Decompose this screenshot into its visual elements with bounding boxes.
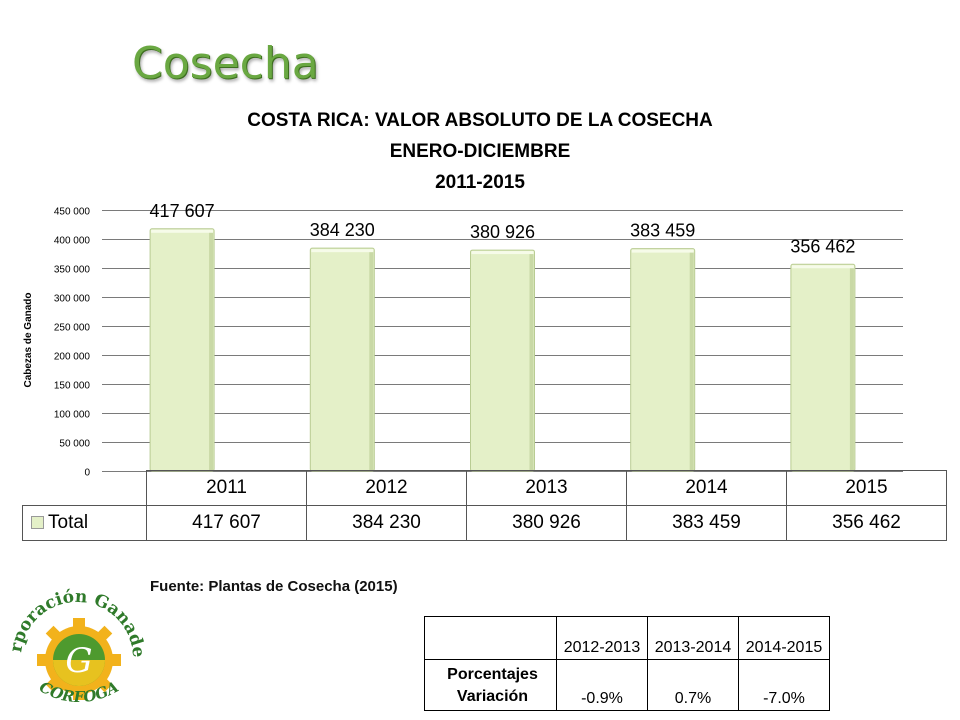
- variation-value: -0.9%: [556, 659, 648, 711]
- chart-title-line-1: COSTA RICA: VALOR ABSOLUTO DE LA COSECHA: [247, 110, 713, 131]
- y-axis-title: Cabezas de Ganado: [23, 292, 34, 387]
- variation-values-row: Porcentajes Variación -0.9% 0.7% -7.0%: [424, 659, 830, 711]
- bar-highlight: [151, 229, 214, 233]
- data-table-corner: [23, 471, 147, 506]
- data-labels: 417 607 384 230 380 926 383 459 356 462: [150, 201, 856, 256]
- y-tick-label: 0: [84, 468, 90, 479]
- data-table-total-row: Total 417 607 384 230 380 926 383 459 35…: [22, 505, 947, 541]
- data-table-year: 2012: [306, 470, 467, 506]
- y-tick-label: 100 000: [54, 410, 91, 421]
- variation-period: 2012-2013: [556, 616, 648, 660]
- data-table-year: 2011: [146, 470, 307, 506]
- variation-corner: [424, 616, 557, 660]
- data-label: 383 459: [630, 221, 695, 241]
- y-tick-label: 350 000: [54, 265, 91, 276]
- y-tick-label: 300 000: [54, 294, 91, 305]
- bar-2011: [149, 228, 215, 472]
- bar-highlight: [311, 249, 374, 253]
- data-table-year: 2013: [466, 470, 627, 506]
- chart-title-line-3: 2011-2015: [435, 172, 525, 193]
- bar-2014: [630, 248, 696, 472]
- chart-title-line-2: ENERO-DICIEMBRE: [389, 141, 571, 162]
- y-tick-label: 400 000: [54, 236, 91, 247]
- variation-row-label-line: Porcentajes: [447, 666, 538, 683]
- bar-shade: [849, 267, 854, 471]
- variation-row-label: Porcentajes Variación: [424, 659, 557, 711]
- data-table-series-label: Total: [22, 505, 147, 541]
- data-table-year: 2014: [626, 470, 787, 506]
- data-label: 384 230: [310, 220, 375, 240]
- svg-text:G: G: [65, 641, 92, 681]
- variation-row-label-line: Variación: [456, 688, 529, 705]
- y-tick-label: 150 000: [54, 381, 91, 392]
- bar-2013: [470, 249, 535, 472]
- variation-period: 2014-2015: [738, 616, 830, 660]
- variation-value: 0.7%: [647, 659, 739, 711]
- chart-data-table: 2011 2012 2013 2014 2015 Total 417 607 3…: [22, 470, 947, 541]
- y-axis-ticks: 0 50 000 100 000 150 000 200 000 250 000 300 0…: [54, 207, 91, 479]
- bar-shade: [689, 251, 694, 471]
- data-table-year: 2015: [786, 470, 947, 506]
- slide-title: Cosecha: [132, 38, 319, 89]
- data-table-value: 356 462: [786, 505, 947, 541]
- bar-2012: [309, 247, 375, 472]
- bar-shade: [369, 251, 374, 471]
- series-name: Total: [48, 512, 89, 533]
- data-label: 417 607: [150, 201, 215, 221]
- bar-shade: [209, 231, 214, 471]
- data-label: 380 926: [470, 222, 535, 242]
- y-tick-label: 450 000: [54, 207, 91, 218]
- variation-value: -7.0%: [738, 659, 830, 711]
- data-table-value: 384 230: [306, 505, 467, 541]
- variation-header-row: 2012-2013 2013-2014 2014-2015: [424, 616, 830, 660]
- y-tick-label: 200 000: [54, 352, 91, 363]
- data-label: 356 462: [790, 236, 855, 256]
- corfoga-logo: G Corporación Ganadera CORFOGA: [4, 578, 148, 706]
- bar-highlight: [631, 249, 694, 253]
- y-tick-label: 50 000: [59, 439, 90, 450]
- data-table-value: 380 926: [466, 505, 627, 541]
- data-table-value: 383 459: [626, 505, 787, 541]
- bar-highlight: [471, 251, 534, 255]
- bar-highlight: [791, 265, 854, 269]
- data-table-value: 417 607: [146, 505, 307, 541]
- source-note: Fuente: Plantas de Cosecha (2015): [150, 578, 398, 595]
- variation-table: 2012-2013 2013-2014 2014-2015 Porcentaje…: [424, 616, 830, 711]
- legend-key: [31, 516, 44, 530]
- y-tick-label: 250 000: [54, 323, 91, 334]
- bar-shade: [529, 253, 534, 471]
- bars: [149, 228, 856, 472]
- data-table-year-row: 2011 2012 2013 2014 2015: [23, 470, 947, 506]
- bar-2015: [790, 263, 856, 472]
- variation-period: 2013-2014: [647, 616, 739, 660]
